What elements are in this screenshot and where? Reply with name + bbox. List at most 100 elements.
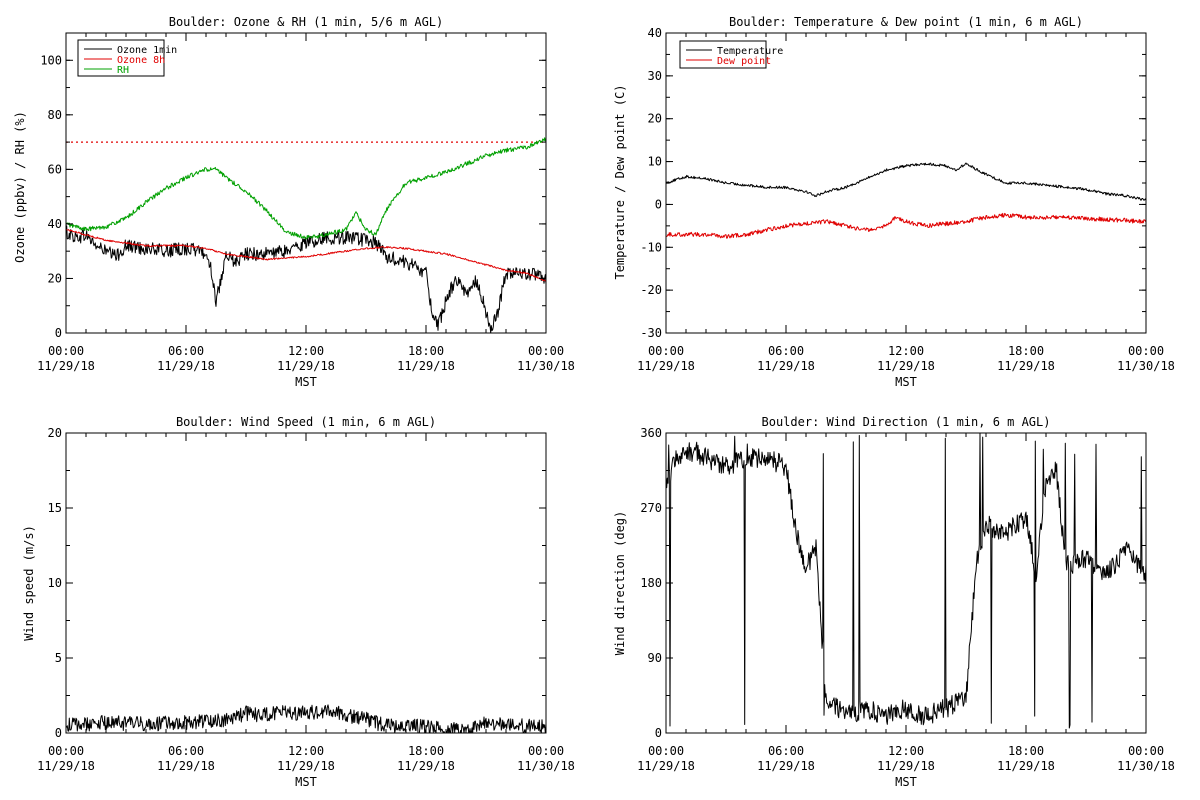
x-tick-label-time: 00:00 xyxy=(1128,744,1164,758)
x-tick-label-time: 00:00 xyxy=(648,344,684,358)
x-tick-label-time: 12:00 xyxy=(288,744,324,758)
x-tick-label-date: 11/30/18 xyxy=(1117,759,1175,773)
series-line-rh xyxy=(66,137,546,240)
x-tick-label-date: 11/29/18 xyxy=(397,759,455,773)
x-tick-label-date: 11/29/18 xyxy=(877,759,935,773)
wind-speed-plot: 0510152000:0011/29/1806:0011/29/1812:001… xyxy=(37,426,575,773)
series-group xyxy=(66,137,546,333)
x-axis-label: MST xyxy=(295,775,317,789)
y-axis-label: Temperature / Dew point (C) xyxy=(613,84,627,279)
series-line-ozone-1min xyxy=(66,225,546,333)
y-tick-label: 10 xyxy=(48,576,62,590)
x-tick-label-time: 00:00 xyxy=(528,344,564,358)
wind-direction-plot: 09018027036000:0011/29/1806:0011/29/1812… xyxy=(637,426,1175,773)
y-tick-label: 360 xyxy=(640,426,662,440)
wind-speed-panel: Boulder: Wind Speed (1 min, 6 m AGL) Win… xyxy=(22,415,575,789)
y-tick-label: 0 xyxy=(55,326,62,340)
y-tick-label: 100 xyxy=(40,53,62,67)
y-axis-label: Ozone (ppbv) / RH (%) xyxy=(13,111,27,263)
x-tick-label-time: 00:00 xyxy=(648,744,684,758)
ozone-rh-plot: 02040608010000:0011/29/1806:0011/29/1812… xyxy=(37,32,575,373)
x-tick-label-time: 06:00 xyxy=(768,744,804,758)
x-tick-label-date: 11/29/18 xyxy=(157,759,215,773)
y-tick-label: 0 xyxy=(55,726,62,740)
x-tick-label-date: 11/29/18 xyxy=(757,759,815,773)
y-tick-label: 80 xyxy=(48,108,62,122)
x-axis-label: MST xyxy=(295,375,317,389)
y-tick-label: 15 xyxy=(48,501,62,515)
x-tick-label-time: 12:00 xyxy=(288,344,324,358)
y-tick-label: 30 xyxy=(648,69,662,83)
x-tick-label-time: 06:00 xyxy=(168,744,204,758)
series-group xyxy=(666,433,1146,729)
legend-label-ozone-1min: Ozone 1min xyxy=(117,45,177,56)
chart-title: Boulder: Wind Speed (1 min, 6 m AGL) xyxy=(176,415,436,429)
y-tick-label: 10 xyxy=(648,155,662,169)
x-tick-label-date: 11/29/18 xyxy=(757,359,815,373)
y-tick-label: 20 xyxy=(48,271,62,285)
x-tick-label-time: 18:00 xyxy=(1008,744,1044,758)
y-tick-label: 20 xyxy=(48,426,62,440)
legend: Ozone 1min Ozone 8h RH xyxy=(77,39,177,77)
x-tick-label-time: 00:00 xyxy=(1128,344,1164,358)
y-tick-label: 180 xyxy=(640,576,662,590)
chart-title: Boulder: Wind Direction (1 min, 6 m AGL) xyxy=(762,415,1051,429)
x-tick-label-date: 11/29/18 xyxy=(637,759,695,773)
x-tick-label-date: 11/29/18 xyxy=(157,359,215,373)
y-tick-label: -20 xyxy=(640,283,662,297)
x-tick-label-date: 11/29/18 xyxy=(997,759,1055,773)
series-line-series-0 xyxy=(666,433,1146,729)
temperature-dewpoint-plot: -30-20-1001020304000:0011/29/1806:0011/2… xyxy=(637,26,1175,373)
x-tick-label-date: 11/29/18 xyxy=(277,759,335,773)
y-tick-label: 90 xyxy=(648,651,662,665)
x-tick-label-time: 18:00 xyxy=(408,344,444,358)
x-tick-label-date: 11/29/18 xyxy=(37,359,95,373)
x-tick-label-date: 11/30/18 xyxy=(517,759,575,773)
x-tick-label-time: 18:00 xyxy=(1008,344,1044,358)
series-line-dew-point xyxy=(666,212,1146,239)
series-group xyxy=(666,162,1146,239)
legend: Temperature Dew point xyxy=(679,40,783,69)
y-axis-label: Wind speed (m/s) xyxy=(22,525,36,641)
y-tick-label: 0 xyxy=(655,197,662,211)
legend-label-ozone-8h: Ozone 8h xyxy=(117,55,165,66)
chart-title: Boulder: Ozone & RH (1 min, 5/6 m AGL) xyxy=(169,15,444,29)
ozone-rh-panel: Boulder: Ozone & RH (1 min, 5/6 m AGL) O… xyxy=(13,15,575,389)
x-tick-label-time: 00:00 xyxy=(48,744,84,758)
x-tick-label-date: 11/29/18 xyxy=(877,359,935,373)
y-tick-label: 5 xyxy=(55,651,62,665)
x-tick-label-date: 11/30/18 xyxy=(517,359,575,373)
series-line-temperature xyxy=(666,162,1146,201)
legend-label-temperature: Temperature xyxy=(717,46,783,57)
x-tick-label-date: 11/29/18 xyxy=(637,359,695,373)
legend-label-dew-point: Dew point xyxy=(717,56,771,67)
x-tick-label-time: 00:00 xyxy=(48,344,84,358)
x-tick-label-time: 06:00 xyxy=(168,344,204,358)
chart-title: Boulder: Temperature & Dew point (1 min,… xyxy=(729,15,1083,29)
x-tick-label-time: 12:00 xyxy=(888,744,924,758)
x-axis-label: MST xyxy=(895,375,917,389)
y-tick-label: -30 xyxy=(640,326,662,340)
y-tick-label: 40 xyxy=(48,217,62,231)
y-axis-label: Wind direction (deg) xyxy=(613,511,627,656)
legend-label-rh: RH xyxy=(117,65,129,76)
x-tick-label-time: 00:00 xyxy=(528,744,564,758)
temperature-dewpoint-panel: Boulder: Temperature & Dew point (1 min,… xyxy=(613,15,1175,389)
wind-direction-panel: Boulder: Wind Direction (1 min, 6 m AGL)… xyxy=(613,415,1175,789)
x-tick-label-date: 11/29/18 xyxy=(397,359,455,373)
y-tick-label: 20 xyxy=(648,112,662,126)
x-tick-label-time: 18:00 xyxy=(408,744,444,758)
x-tick-label-date: 11/29/18 xyxy=(997,359,1055,373)
series-line-ozone-8h xyxy=(66,228,546,283)
y-tick-label: -10 xyxy=(640,240,662,254)
x-tick-label-date: 11/29/18 xyxy=(37,759,95,773)
x-tick-label-date: 11/29/18 xyxy=(277,359,335,373)
y-tick-label: 270 xyxy=(640,501,662,515)
y-tick-label: 0 xyxy=(655,726,662,740)
x-axis-label: MST xyxy=(895,775,917,789)
x-tick-label-date: 11/30/18 xyxy=(1117,359,1175,373)
x-tick-label-time: 12:00 xyxy=(888,344,924,358)
y-tick-label: 60 xyxy=(48,162,62,176)
x-tick-label-time: 06:00 xyxy=(768,344,804,358)
